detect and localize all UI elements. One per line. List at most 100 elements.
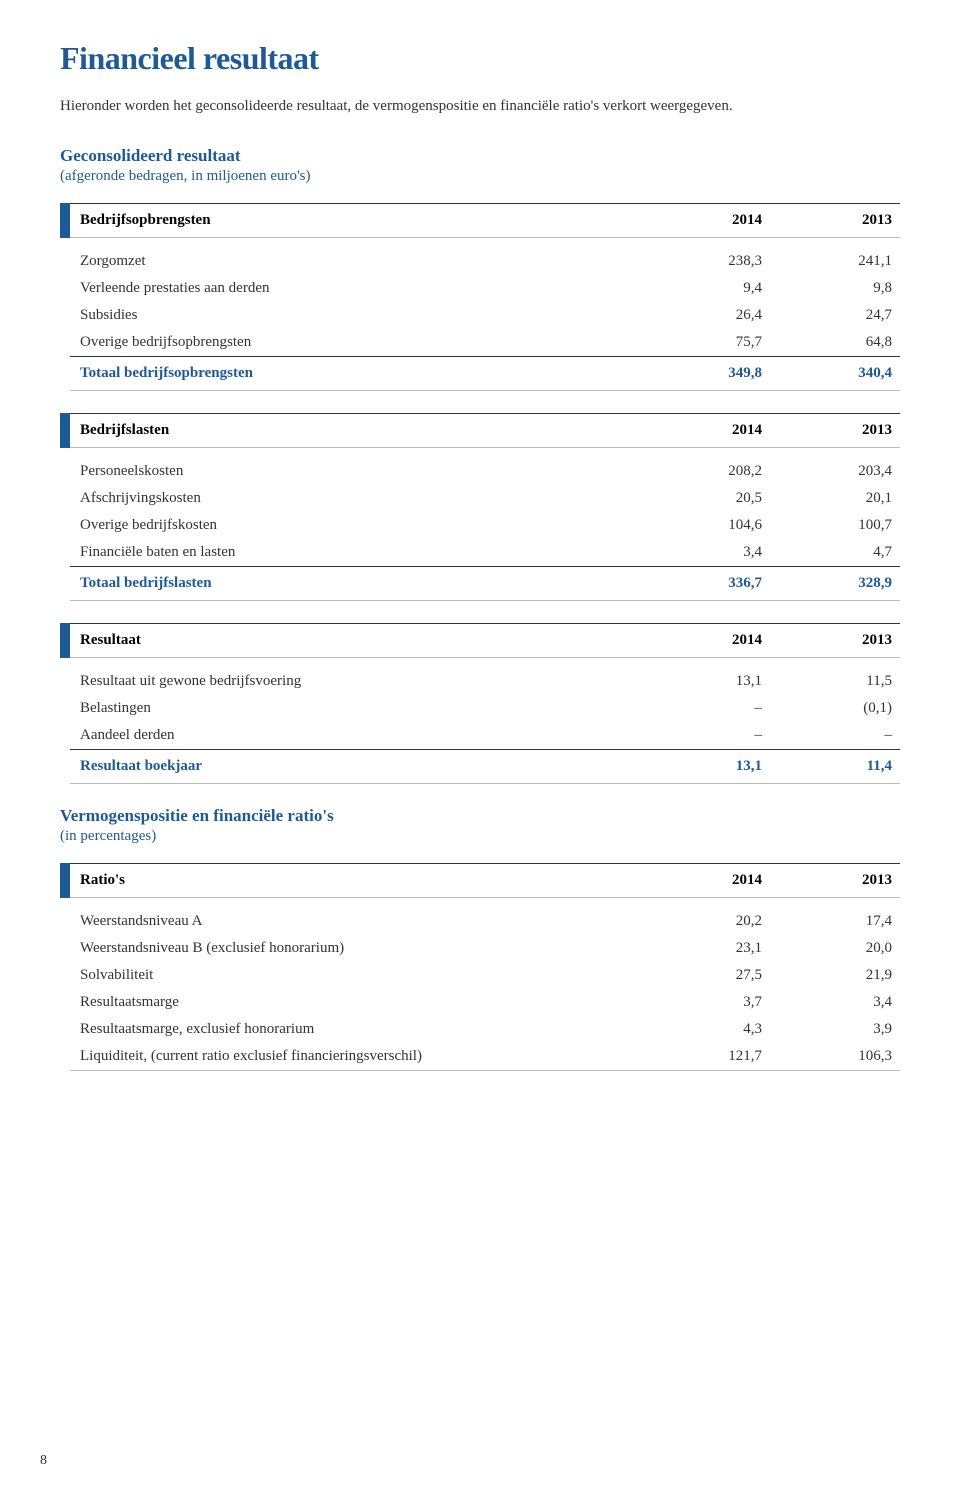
row-value: 27,5 [640, 967, 770, 984]
table-header-col: 2014 [640, 212, 770, 229]
row-value: 23,1 [640, 940, 770, 957]
table-row: Weerstandsniveau B (exclusief honorarium… [80, 935, 900, 962]
row-value: 20,2 [640, 913, 770, 930]
intro-text: Hieronder worden het geconsolideerde res… [60, 95, 900, 118]
row-label: Resultaatsmarge [80, 994, 640, 1011]
section2-heading: Vermogenspositie en financiële ratio's [60, 806, 900, 826]
table-header-label: Bedrijfslasten [80, 422, 640, 439]
table-body: Resultaat uit gewone bedrijfsvoering13,1… [70, 658, 900, 749]
row-value: – [640, 727, 770, 744]
table-header-col: 2013 [770, 632, 900, 649]
table-row: Belastingen–(0,1) [80, 695, 900, 722]
row-label: Weerstandsniveau B (exclusief honorarium… [80, 940, 640, 957]
table-row: Resultaatsmarge, exclusief honorarium4,3… [80, 1016, 900, 1043]
table-row: Resultaat uit gewone bedrijfsvoering13,1… [80, 668, 900, 695]
table-header-cell: Bedrijfsopbrengsten20142013 [70, 203, 900, 238]
row-value: 11,5 [770, 673, 900, 690]
table-row: Afschrijvingskosten20,520,1 [80, 485, 900, 512]
row-value: 238,3 [640, 253, 770, 270]
row-label: Belastingen [80, 700, 640, 717]
tables-container: Bedrijfsopbrengsten20142013Zorgomzet238,… [60, 203, 900, 784]
table-row: Financiële baten en lasten3,44,7 [80, 539, 900, 566]
table-header-label: Resultaat [80, 632, 640, 649]
row-value: 3,4 [770, 994, 900, 1011]
row-value: 121,7 [640, 1048, 770, 1065]
row-value: 9,8 [770, 280, 900, 297]
row-value: 3,4 [640, 544, 770, 561]
table-row: Aandeel derden–– [80, 722, 900, 749]
table-row: Liquiditeit, (current ratio exclusief fi… [80, 1043, 900, 1070]
row-value: 106,3 [770, 1048, 900, 1065]
row-label: Weerstandsniveau A [80, 913, 640, 930]
row-label: Resultaat uit gewone bedrijfsvoering [80, 673, 640, 690]
row-label: Overige bedrijfskosten [80, 517, 640, 534]
table-header-col: 2014 [640, 422, 770, 439]
row-label: Aandeel derden [80, 727, 640, 744]
table-header-cell: Ratio's20142013 [70, 863, 900, 898]
row-value: 13,1 [640, 673, 770, 690]
table-header-col: 2013 [770, 422, 900, 439]
row-label: Financiële baten en lasten [80, 544, 640, 561]
total-value: 328,9 [770, 575, 900, 592]
table-header-col: 2013 [770, 872, 900, 889]
table-row: Zorgomzet238,3241,1 [80, 248, 900, 275]
table-body: Personeelskosten208,2203,4Afschrijvingsk… [70, 448, 900, 566]
row-value: 64,8 [770, 334, 900, 351]
table-header-cell: Bedrijfslasten20142013 [70, 413, 900, 448]
table-total-row: Totaal bedrijfslasten336,7328,9 [70, 566, 900, 601]
table-header-label: Ratio's [80, 872, 640, 889]
page-number: 8 [40, 1453, 47, 1469]
row-label: Overige bedrijfsopbrengsten [80, 334, 640, 351]
row-value: 4,3 [640, 1021, 770, 1038]
row-label: Personeelskosten [80, 463, 640, 480]
row-value: 26,4 [640, 307, 770, 324]
row-value: 208,2 [640, 463, 770, 480]
table-row: Personeelskosten208,2203,4 [80, 458, 900, 485]
table-header-label: Bedrijfsopbrengsten [80, 212, 640, 229]
table-total-row: Totaal bedrijfsopbrengsten349,8340,4 [70, 356, 900, 391]
header-accent-bar [60, 623, 70, 658]
row-label: Zorgomzet [80, 253, 640, 270]
table-header-row: Bedrijfsopbrengsten20142013 [60, 203, 900, 238]
table-header-col: 2014 [640, 872, 770, 889]
financial-table: Bedrijfsopbrengsten20142013Zorgomzet238,… [60, 203, 900, 391]
table-body: Zorgomzet238,3241,1Verleende prestaties … [70, 238, 900, 356]
table-body: Weerstandsniveau A20,217,4Weerstandsnive… [70, 898, 900, 1070]
table-header-row: Ratio's20142013 [60, 863, 900, 898]
row-label: Resultaatsmarge, exclusief honorarium [80, 1021, 640, 1038]
row-value: 4,7 [770, 544, 900, 561]
table-header-col: 2013 [770, 212, 900, 229]
total-value: 11,4 [770, 758, 900, 775]
total-value: 13,1 [640, 758, 770, 775]
row-value: 75,7 [640, 334, 770, 351]
header-accent-bar [60, 863, 70, 898]
total-label: Resultaat boekjaar [80, 758, 640, 775]
row-label: Liquiditeit, (current ratio exclusief fi… [80, 1048, 640, 1065]
header-accent-bar [60, 203, 70, 238]
total-value: 336,7 [640, 575, 770, 592]
row-value: 104,6 [640, 517, 770, 534]
total-value: 340,4 [770, 365, 900, 382]
table-header-row: Bedrijfslasten20142013 [60, 413, 900, 448]
row-value: 17,4 [770, 913, 900, 930]
financial-table: Resultaat20142013 Resultaat uit gewone be… [60, 623, 900, 784]
page-title: Financieel resultaat [60, 40, 900, 77]
section2-sub: (in percentages) [60, 828, 900, 845]
section1-sub: (afgeronde bedragen, in miljoenen euro's… [60, 168, 900, 185]
table-row: Subsidies26,424,7 [80, 302, 900, 329]
header-accent-bar [60, 413, 70, 448]
financial-report-page: Financieel resultaat Hieronder worden he… [0, 0, 960, 1123]
row-value: 20,1 [770, 490, 900, 507]
row-value: 20,5 [640, 490, 770, 507]
row-label: Subsidies [80, 307, 640, 324]
total-label: Totaal bedrijfslasten [80, 575, 640, 592]
financial-table: Bedrijfslasten20142013Personeelskosten20… [60, 413, 900, 601]
section1-heading: Geconsolideerd resultaat [60, 146, 900, 166]
row-value: – [640, 700, 770, 717]
table-header-col: 2014 [640, 632, 770, 649]
row-label: Verleende prestaties aan derden [80, 280, 640, 297]
row-value: – [770, 727, 900, 744]
table-header-row: Resultaat20142013 [60, 623, 900, 658]
table-row: Verleende prestaties aan derden9,49,8 [80, 275, 900, 302]
table-row: Weerstandsniveau A20,217,4 [80, 908, 900, 935]
